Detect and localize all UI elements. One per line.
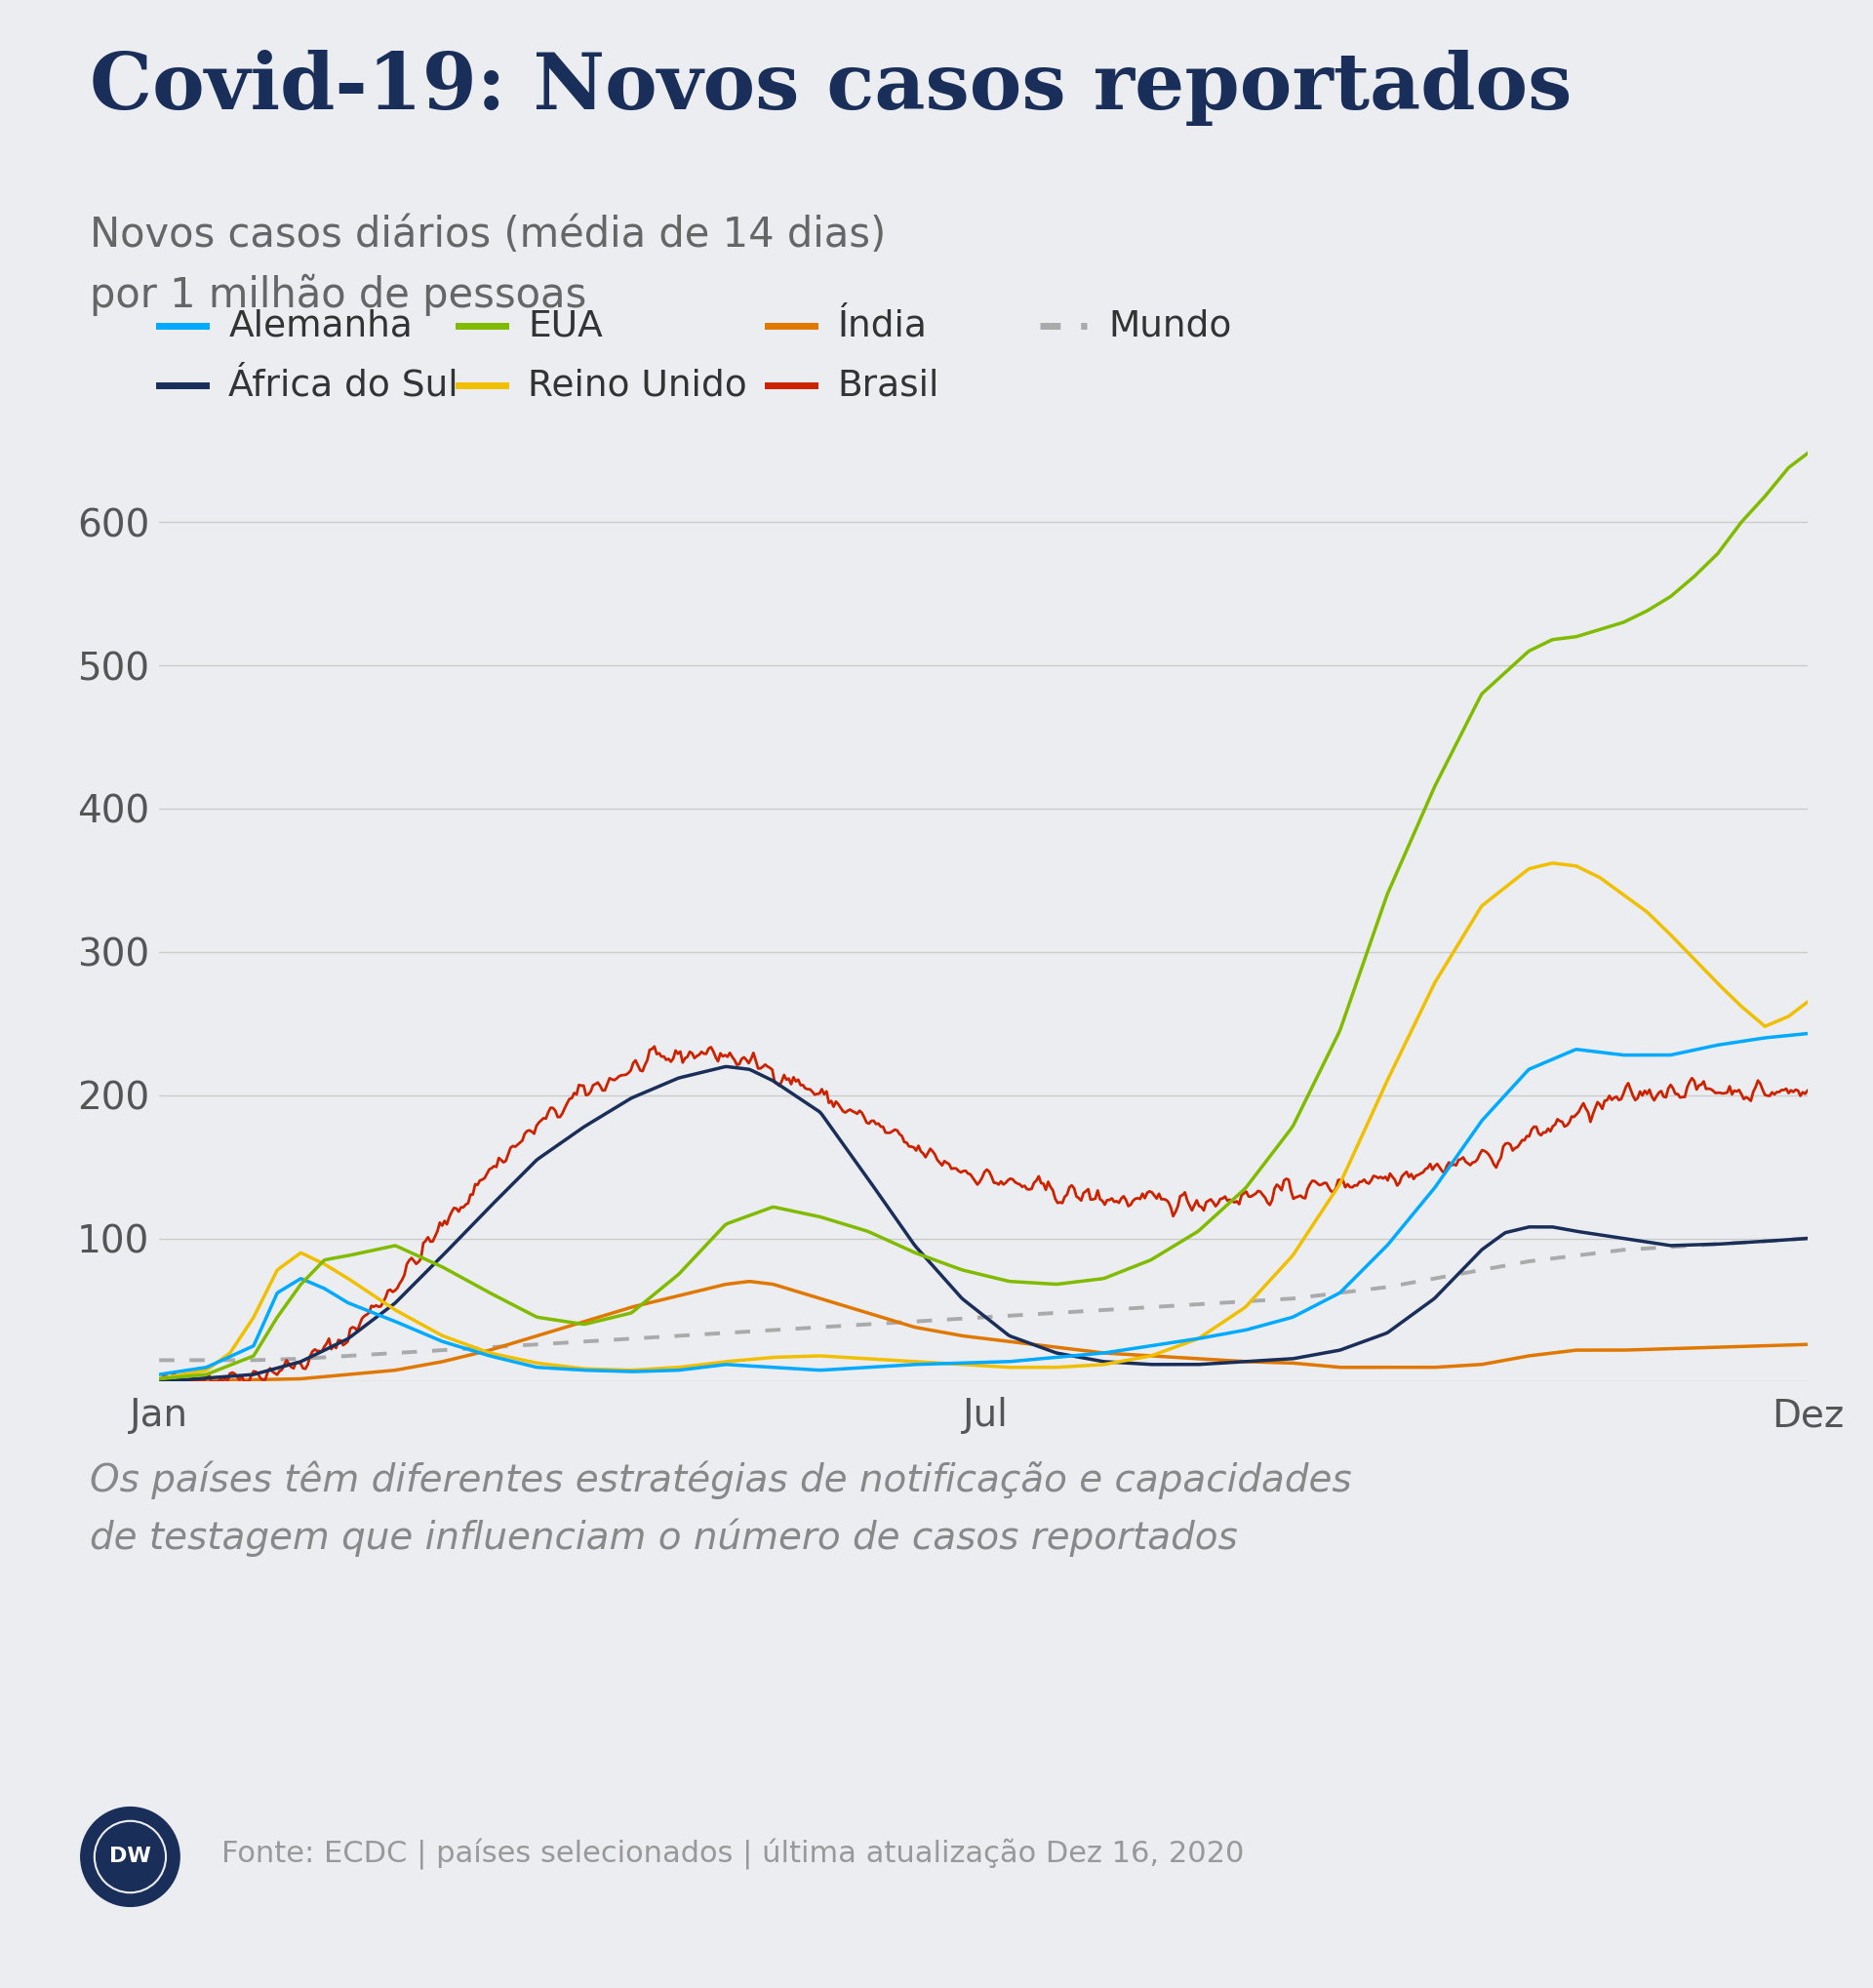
Text: Brasil: Brasil <box>837 368 938 404</box>
Circle shape <box>94 1821 167 1893</box>
Text: Covid-19: Novos casos reportados: Covid-19: Novos casos reportados <box>90 50 1571 125</box>
Text: Índia: Índia <box>837 308 927 344</box>
Text: Mundo: Mundo <box>1109 308 1232 344</box>
Text: DW: DW <box>109 1847 152 1867</box>
Text: Novos casos diários (média de 14 dias)
por 1 milhão de pessoas: Novos casos diários (média de 14 dias) p… <box>90 215 886 316</box>
Circle shape <box>81 1807 180 1906</box>
Text: África do Sul: África do Sul <box>229 368 459 404</box>
Text: Os países têm diferentes estratégias de notificação e capacidades
de testagem qu: Os países têm diferentes estratégias de … <box>90 1461 1352 1557</box>
Text: Alemanha: Alemanha <box>229 308 412 344</box>
Text: Fonte: ECDC | países selecionados | última atualização Dez 16, 2020: Fonte: ECDC | países selecionados | últi… <box>221 1839 1244 1871</box>
Circle shape <box>96 1823 165 1891</box>
Text: EUA: EUA <box>528 308 603 344</box>
Text: Reino Unido: Reino Unido <box>528 368 747 404</box>
